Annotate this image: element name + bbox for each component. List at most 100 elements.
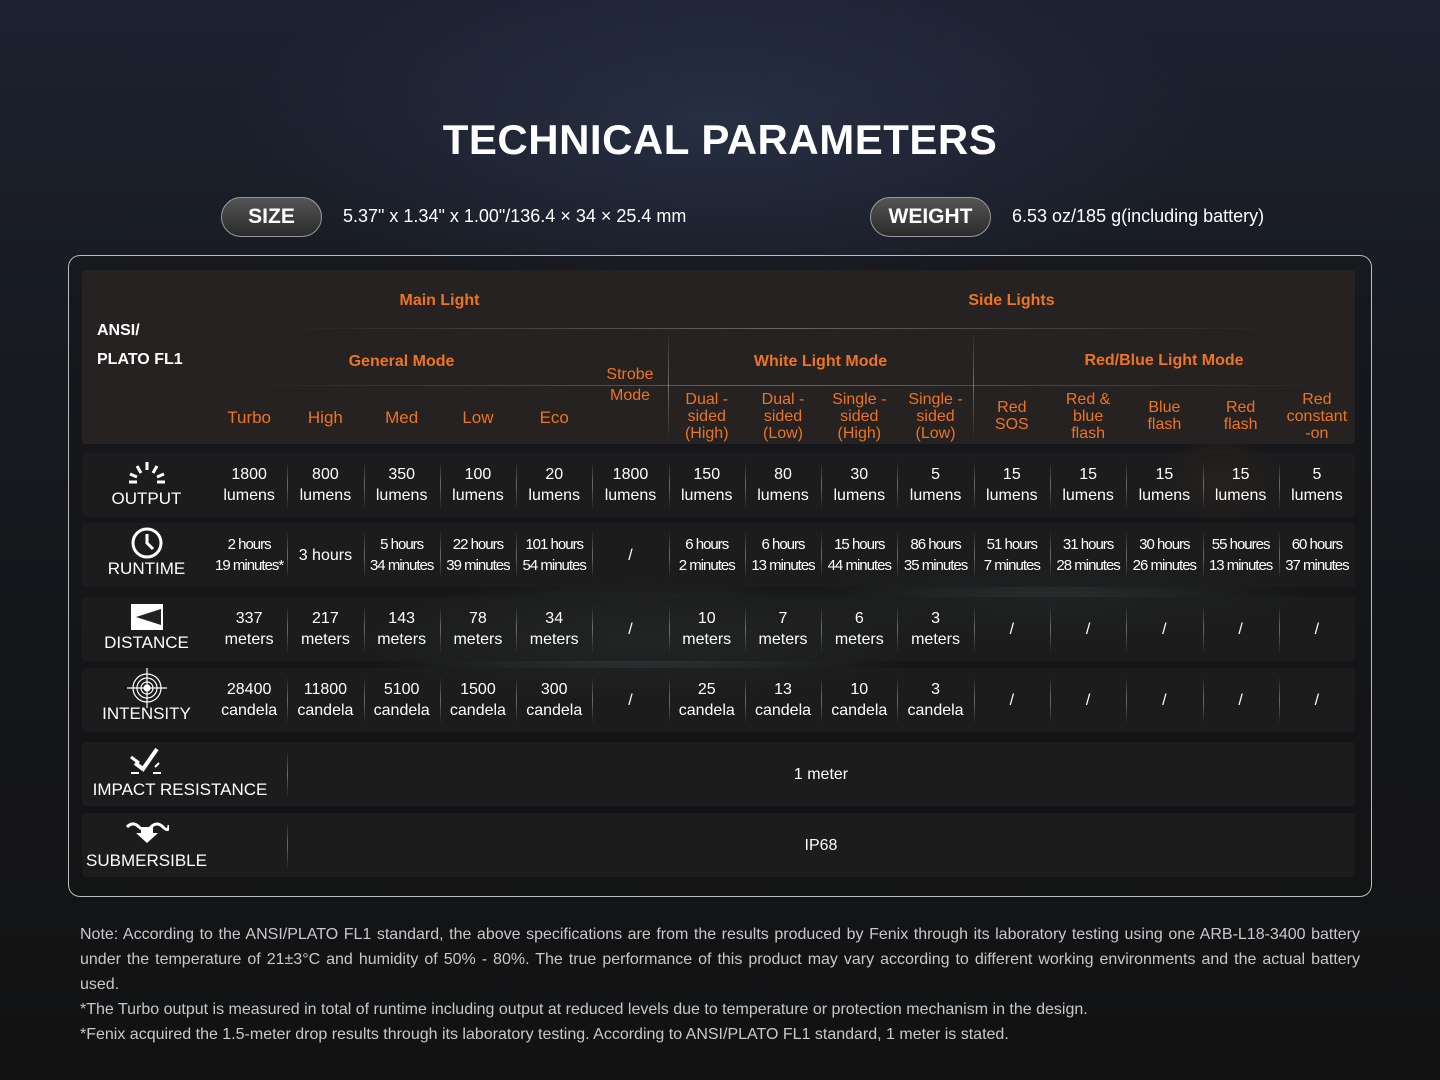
row-runtime — [82, 523, 1355, 587]
row-intensity — [82, 668, 1355, 732]
column-separator — [363, 531, 365, 579]
table-cell: 15 hours 44 minutes — [827, 536, 892, 574]
column-separator — [1126, 531, 1128, 579]
column-separator — [744, 605, 746, 653]
column-separator — [897, 461, 899, 509]
submersible-icon — [125, 822, 169, 843]
size-badge: SIZE — [221, 197, 322, 237]
column-separator — [439, 676, 441, 724]
impact-value: 1 meter — [793, 765, 849, 783]
column-separator — [973, 531, 975, 579]
column-header-6: Dual -sided (High) — [684, 390, 729, 442]
column-separator — [821, 531, 823, 579]
table-cell: 78 meters — [453, 610, 503, 648]
table-cell: 30 hours 26 minutes — [1132, 536, 1197, 574]
column-separator — [287, 750, 288, 798]
row-distance — [82, 597, 1355, 661]
column-separator — [1202, 531, 1204, 579]
column-separator — [516, 676, 518, 724]
ansi-label: ANSI/PLATO FL1 — [82, 322, 211, 368]
column-separator — [821, 676, 823, 724]
row-label-distance: DISTANCE — [104, 633, 189, 652]
column-separator — [897, 531, 899, 579]
column-separator — [668, 531, 670, 579]
table-cell: / — [1162, 691, 1167, 709]
column-separator — [287, 676, 289, 724]
column-separator — [821, 461, 823, 509]
white-light-mode-header: White Light Mode — [753, 352, 888, 370]
column-separator — [516, 531, 518, 579]
row-label-runtime: RUNTIME — [107, 559, 186, 578]
column-separator — [1126, 461, 1128, 509]
column-separator — [973, 605, 975, 653]
table-cell: 143 meters — [377, 610, 427, 648]
table-cell: 15 lumens — [1138, 466, 1191, 504]
table-cell: 60 hours 37 minutes — [1285, 536, 1349, 574]
column-separator — [744, 531, 746, 579]
size-value: 5.37" x 1.34" x 1.00"/136.4 × 34 × 25.4 … — [343, 206, 687, 226]
table-cell: 55 houres 13 minutes — [1208, 536, 1273, 574]
table-cell: 10 meters — [682, 610, 732, 648]
table-cell: 11800 candela — [297, 681, 354, 719]
column-separator — [439, 531, 441, 579]
column-header-4: Eco — [539, 407, 569, 427]
column-header-13: Red flash — [1223, 399, 1258, 433]
row-submersible — [82, 813, 1355, 877]
column-separator — [1049, 461, 1051, 509]
submersible-icon-wrap — [82, 815, 211, 849]
header-divider — [280, 328, 1280, 329]
side-lights-header: Side Lights — [968, 291, 1055, 309]
note-turbo: *The Turbo output is measured in total o… — [80, 1001, 1088, 1018]
column-separator — [668, 461, 670, 509]
column-separator — [973, 461, 975, 509]
header-separator — [668, 330, 669, 440]
column-separator — [363, 605, 365, 653]
submersible-value: IP68 — [804, 836, 838, 854]
table-cell: / — [1009, 620, 1015, 638]
column-header-10: Red SOS — [994, 399, 1029, 433]
table-cell: 5100 candela — [373, 681, 430, 719]
target-icon — [82, 668, 211, 708]
table-cell: 800 lumens — [299, 466, 352, 504]
column-separator — [287, 605, 289, 653]
table-cell: 5 lumens — [909, 466, 962, 504]
column-header-11: Red & blue flash — [1065, 390, 1111, 442]
column-header-3: Low — [462, 407, 494, 427]
table-cell: 350 lumens — [375, 466, 428, 504]
column-separator — [516, 461, 518, 509]
table-cell: 34 meters — [529, 610, 579, 648]
table-cell: 6 meters — [834, 610, 884, 648]
table-cell: 3 candela — [907, 681, 964, 719]
table-cell: 1800 lumens — [223, 466, 275, 504]
column-separator — [897, 676, 899, 724]
column-separator — [592, 531, 594, 579]
column-separator — [287, 531, 289, 579]
table-cell: 217 meters — [300, 610, 350, 648]
weight-value: 6.53 oz/185 g(including battery) — [1012, 206, 1265, 226]
table-cell: 86 hours 35 minutes — [903, 536, 968, 574]
table-cell: / — [1085, 691, 1091, 709]
sunburst-icon — [82, 455, 211, 491]
distance-icon — [82, 599, 211, 635]
row-label-intensity: INTENSITY — [102, 704, 191, 723]
column-separator — [287, 461, 289, 509]
table-cell: 300 candela — [526, 681, 583, 719]
column-separator — [897, 605, 899, 653]
table-cell: 25 candela — [678, 681, 735, 719]
column-separator — [1202, 676, 1204, 724]
table-cell: 15 lumens — [1062, 466, 1114, 504]
note-impact: *Fenix acquired the 1.5-meter drop resul… — [80, 1026, 1009, 1043]
column-separator — [592, 461, 594, 509]
table-cell: / — [1009, 691, 1015, 709]
column-separator — [592, 676, 594, 724]
column-separator — [363, 461, 365, 509]
table-cell: 5 hours 34 minutes — [369, 536, 434, 574]
table-cell: 3 meters — [911, 610, 960, 648]
subheader-divider — [240, 385, 1340, 386]
table-cell: 22 hours 39 minutes — [446, 536, 510, 574]
table-cell: 30 lumens — [833, 466, 886, 504]
impact-icon-wrap — [82, 744, 211, 778]
row-label-output: OUTPUT — [111, 489, 182, 508]
impact-label: IMPACT RESISTANCE — [92, 780, 268, 799]
column-header-1: High — [307, 407, 343, 427]
